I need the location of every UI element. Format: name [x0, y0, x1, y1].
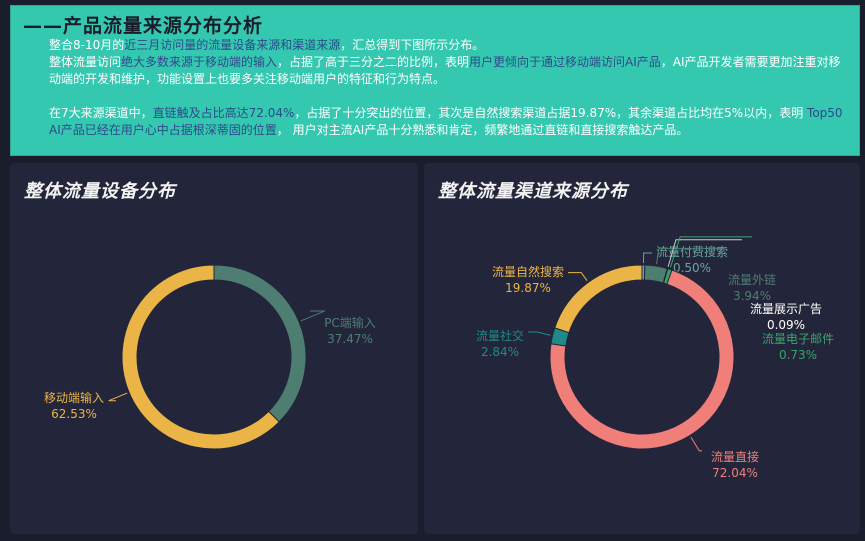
slice-name-label: 流量付费搜索	[656, 244, 728, 259]
slice-name-label: 流量直接	[711, 449, 759, 464]
slice-name-label: PC端输入	[324, 315, 376, 330]
highlight-text: 近三月访问量的流量设备来源和渠道来源	[124, 38, 341, 52]
page-title: ——产品流量来源分布分析	[23, 15, 264, 37]
paragraph-text: 在7大来源渠道中，	[49, 106, 153, 120]
label-line-3	[669, 236, 752, 268]
slice-name-label: 流量社交	[476, 328, 524, 343]
summary-banner: ——产品流量来源分布分析 整合8-10月的近三月访问量的流量设备来源和渠道来源，…	[10, 5, 860, 156]
slice-value-label: 0.73%	[779, 348, 817, 362]
paragraph-text: ， 用户对主流AI产品十分熟悉和肯定，频繁地通过直链和直接搜索触达产品。	[276, 123, 689, 137]
slice-name-label: 流量自然搜索	[492, 264, 564, 279]
slice-value-label: 37.47%	[327, 332, 373, 346]
highlight-text: 绝大多数来源于移动端的输入	[121, 55, 278, 69]
slice-name-label: 移动端输入	[44, 390, 104, 405]
summary-paragraph-2: 在7大来源渠道中，直链触及占比高达72.04%，占据了十分突出的位置，其次是自然…	[49, 105, 849, 139]
device-distribution-panel: 整体流量设备分布 PC端输入 37.47% 移动端输入 62.53%	[10, 163, 418, 534]
label-line-6	[568, 272, 588, 282]
slice-name-label: 流量外链	[728, 272, 776, 287]
paragraph-text: 整体流量访问	[49, 55, 122, 69]
slice-1[interactable]	[121, 264, 280, 450]
slice-value-label: 62.53%	[51, 407, 97, 421]
slice-6[interactable]	[554, 264, 643, 334]
label-line-0	[300, 310, 326, 322]
slice-4[interactable]	[549, 269, 735, 450]
slice-value-label: 2.84%	[481, 345, 519, 359]
slice-name-label: 流量电子邮件	[762, 332, 834, 346]
paragraph-text: ，AI产品开发者需要更加注重对移动端的开发和维护，功能设置上也要多关注移动端用户…	[49, 55, 841, 86]
slice-value-label: 19.87%	[505, 281, 551, 295]
device-donut-chart: PC端输入 37.47% 移动端输入 62.53%	[44, 264, 376, 450]
paragraph-text: ，占据了十分突出的位置，其次是自然搜索渠道占据19.87%，其余渠道占比均在5%…	[294, 106, 808, 120]
label-line-1	[108, 392, 128, 402]
slice-name-label: 流量展示广告	[750, 302, 822, 316]
highlight-text: Top50 AI产品已经在用户心中占据根深蒂固的位置	[49, 106, 843, 137]
slice-value-label: 0.50%	[673, 261, 711, 275]
channel-chart-title: 整体流量渠道来源分布	[438, 181, 628, 202]
device-chart-title: 整体流量设备分布	[24, 181, 176, 202]
paragraph-text: ，汇总得到下图所示分布。	[340, 38, 485, 52]
highlight-text: 直链触及占比高达72.04%	[152, 106, 295, 120]
summary-paragraph-1: 整合8-10月的近三月访问量的流量设备来源和渠道来源，汇总得到下图所示分布。整体…	[49, 37, 849, 88]
slice-0[interactable]	[213, 264, 307, 423]
highlight-text: 用户更倾向于通过移动端访问AI产品	[469, 55, 661, 69]
label-line-2	[667, 239, 742, 267]
channel-distribution-panel: 整体流量渠道来源分布 流量付费搜索 0.50% 流量外链 3.94% 流量展示广告 0.0…	[424, 163, 860, 534]
label-line-4	[690, 436, 702, 452]
slice-value-label: 0.09%	[767, 318, 805, 332]
slice-value-label: 72.04%	[712, 466, 758, 480]
paragraph-text: 整合8-10月的	[49, 38, 125, 52]
channel-donut-chart: 流量付费搜索 0.50% 流量外链 3.94%流量展示广告 0.09%流量电子邮件 0.7…	[476, 236, 834, 480]
label-line-0	[642, 252, 652, 264]
label-line-5	[528, 331, 551, 336]
slice-value-label: 3.94%	[733, 289, 771, 303]
paragraph-text: ，占据了高于三分之二的比例，表明	[277, 55, 470, 69]
label-line-1	[656, 247, 724, 265]
